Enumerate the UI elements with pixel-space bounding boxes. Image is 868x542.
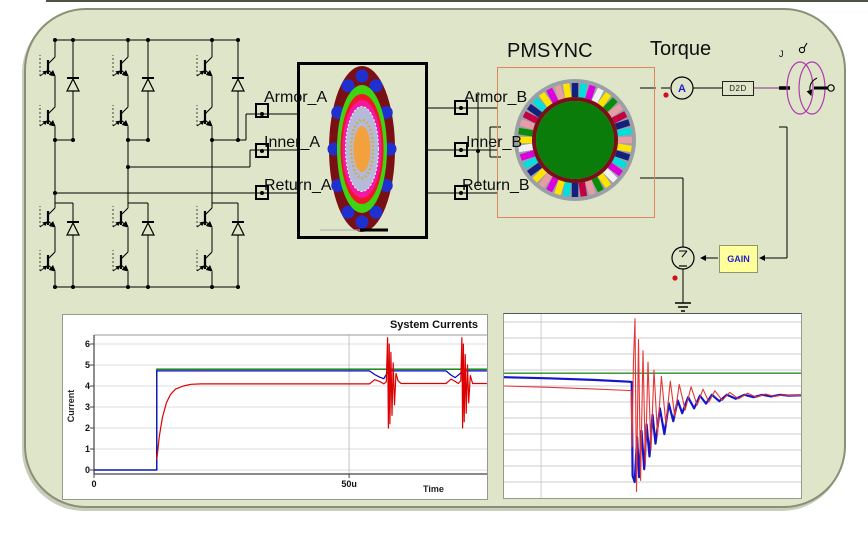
phase-wires-b: [427, 92, 501, 195]
x-tick-label: 50u: [341, 479, 357, 489]
system-currents-chart: 0 1 2 3 4 5 6 0 50u: [85, 334, 487, 489]
inertia-label: J: [779, 49, 784, 59]
grid: [504, 314, 801, 498]
pmsync-motor-cross-section: [514, 79, 636, 201]
schematic-stage: A PMSYNC Torque J Armor_A Inner_A Return…: [26, 10, 844, 506]
y-tick-label: 4: [85, 381, 90, 391]
port-label-armor-b: Armor_B: [464, 89, 528, 106]
igbt-bridge: [39, 38, 245, 289]
circuit-wiring-svg: A: [39, 38, 835, 312]
port-label-return-b: Return_B: [462, 177, 530, 194]
y-tick-label: 2: [85, 423, 90, 433]
port-label-return-a: Return_A: [264, 177, 332, 194]
machine-a-block[interactable]: [297, 62, 428, 239]
port-return-b[interactable]: [454, 185, 468, 200]
red-trace: [156, 337, 487, 460]
ammeter-label: A: [678, 83, 686, 95]
port-armor-b[interactable]: [454, 100, 468, 115]
y-tick-label: 0: [85, 465, 90, 475]
schematic-canvas: A PMSYNC Torque J Armor_A Inner_A Return…: [24, 8, 846, 508]
transient-zoom-plot-panel[interactable]: [503, 313, 802, 499]
grid: [94, 335, 487, 474]
port-label-inner-a: Inner_A: [264, 134, 321, 151]
red-trace: [504, 318, 801, 493]
y-tick-label: 6: [85, 339, 90, 349]
transient-zoom-chart: [504, 314, 801, 498]
port-inner-a[interactable]: [255, 143, 269, 158]
traces: [94, 337, 487, 471]
torque-label: Torque: [650, 38, 712, 60]
system-currents-plot-panel[interactable]: 0 1 2 3 4 5 6 0 50u System Currents Current Time: [62, 314, 488, 500]
gain-block[interactable]: GAIN: [719, 245, 758, 273]
blue-trace: [504, 376, 801, 484]
plot-title: System Currents: [389, 319, 478, 331]
y-tick-label: 3: [85, 402, 90, 412]
speed-feedback-loop: [640, 126, 788, 312]
x-axis-label: Time: [423, 484, 444, 494]
torque-measurement-chain: A: [640, 42, 835, 115]
d2d-converter-block[interactable]: D2D: [722, 81, 754, 96]
y-tick-label: 5: [85, 360, 90, 370]
port-inner-b[interactable]: [454, 142, 468, 157]
port-label-armor-a: Armor_A: [264, 89, 328, 106]
y-axis-label: Current: [66, 389, 76, 423]
port-armor-a[interactable]: [255, 103, 269, 118]
axes: 0 1 2 3 4 5 6 0 50u: [85, 334, 487, 489]
window-top-edge: [46, 0, 868, 2]
port-return-a[interactable]: [255, 185, 269, 200]
x-tick-label: 0: [91, 479, 96, 489]
pmsync-machine-block[interactable]: [497, 67, 655, 218]
pmsync-label: PMSYNC: [507, 40, 593, 62]
y-tick-label: 1: [85, 444, 90, 454]
machine-a-cross-section: [320, 66, 397, 232]
traces: [504, 318, 801, 493]
port-label-inner-b: Inner_B: [466, 134, 523, 151]
